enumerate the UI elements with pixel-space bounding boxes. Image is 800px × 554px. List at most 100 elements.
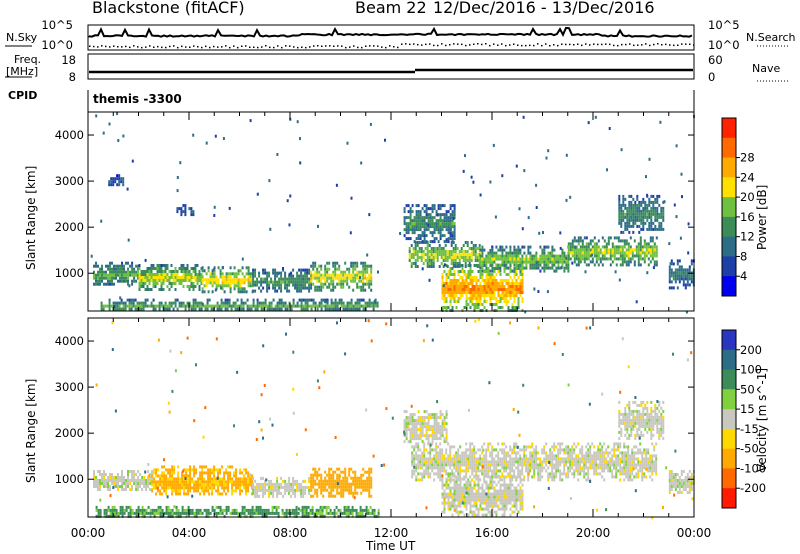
- velocity-cell: [213, 465, 216, 469]
- velocity-cell: [348, 485, 351, 489]
- power-cell: [302, 286, 305, 290]
- velocity-cell: [469, 463, 472, 467]
- power-cell: [162, 273, 165, 276]
- power-cell: [465, 303, 468, 306]
- velocity-cell: [292, 491, 295, 495]
- power-cell: [475, 279, 478, 282]
- power-cell: [633, 260, 636, 264]
- velocity-cell: [175, 480, 178, 484]
- power-cell: [651, 254, 654, 258]
- power-cell: [254, 289, 257, 293]
- velocity-cell: [463, 463, 466, 467]
- power-cell: [501, 174, 504, 178]
- velocity-cell: [227, 483, 230, 487]
- power-cell: [611, 254, 614, 258]
- power-cell: [489, 300, 492, 303]
- nave-label: Nave: [752, 62, 781, 75]
- velocity-cell: [499, 448, 502, 452]
- nsearch-point: [101, 45, 103, 47]
- velocity-cell: [247, 471, 250, 475]
- power-cell: [162, 288, 165, 291]
- nsearch-point: [413, 43, 415, 45]
- power-cell: [583, 251, 586, 255]
- velocity-cell: [451, 445, 454, 449]
- power-cell: [656, 194, 659, 198]
- power-cell: [324, 282, 327, 286]
- power-cell: [362, 279, 365, 283]
- velocity-cell: [489, 466, 492, 470]
- power-cell: [415, 237, 418, 241]
- power-cell: [633, 248, 636, 252]
- power-cell: [676, 277, 679, 281]
- velocity-cell: [499, 457, 502, 461]
- power-cell: [477, 306, 480, 309]
- power-cell: [328, 267, 331, 271]
- power-cell: [410, 253, 413, 256]
- power-cell: [302, 283, 305, 287]
- power-cell: [485, 294, 488, 297]
- velocity-cell: [97, 514, 100, 518]
- power-cell: [346, 301, 349, 305]
- power-cell: [256, 304, 259, 308]
- power-cell: [577, 236, 580, 240]
- power-cell: [481, 267, 484, 270]
- velocity-cell: [300, 494, 303, 498]
- velocity-cell: [350, 485, 353, 489]
- power-cell: [268, 280, 271, 284]
- power-cell: [628, 230, 631, 234]
- power-cell: [627, 263, 630, 267]
- velocity-cell: [461, 451, 464, 455]
- power-cell: [441, 219, 444, 223]
- power-cell: [441, 225, 444, 229]
- velocity-cell: [433, 466, 436, 470]
- velocity-cell: [457, 472, 460, 476]
- velocity-cell: [288, 479, 291, 483]
- power-cell: [356, 261, 359, 265]
- power-cell: [465, 282, 468, 285]
- power-cell: [278, 283, 281, 287]
- power-cell: [221, 281, 224, 285]
- power-cell: [445, 279, 448, 282]
- power-cell: [220, 304, 223, 308]
- power-cell: [457, 285, 460, 288]
- velocity-cell: [471, 463, 474, 467]
- power-cell: [439, 228, 442, 232]
- power-cell: [453, 204, 456, 208]
- power-cell: [450, 253, 453, 256]
- velocity-cell: [131, 479, 134, 482]
- power-cell: [509, 276, 512, 279]
- nsearch-point: [365, 45, 367, 47]
- power-cell: [465, 291, 468, 294]
- power-cell: [203, 278, 206, 282]
- power-cell: [266, 280, 269, 284]
- velocity-cell: [245, 471, 248, 475]
- nsearch-point: [181, 45, 183, 48]
- power-cell: [511, 291, 514, 294]
- power-cell: [686, 277, 689, 281]
- velocity-cell: [231, 511, 234, 515]
- power-cell: [571, 242, 574, 246]
- power-cell: [449, 303, 452, 306]
- velocity-cell: [245, 492, 248, 496]
- power-cell: [420, 259, 423, 262]
- power-cell: [128, 298, 131, 302]
- velocity-cell: [177, 465, 180, 469]
- power-cell: [643, 239, 646, 243]
- velocity-cell: [447, 457, 450, 461]
- velocity-cell: [137, 508, 140, 512]
- power-cell: [429, 225, 432, 229]
- velocity-cell: [367, 508, 370, 512]
- nsearch-point: [289, 45, 291, 47]
- velocity-cell: [449, 445, 452, 449]
- power-cell: [350, 264, 353, 268]
- velocity-cell: [193, 474, 196, 478]
- velocity-cell: [247, 486, 250, 490]
- velocity-cell: [265, 511, 268, 515]
- nsearch-point: [301, 46, 303, 48]
- power-cell: [641, 248, 644, 252]
- power-cell: [245, 290, 248, 294]
- power-cell: [427, 213, 430, 217]
- power-cell: [364, 270, 367, 274]
- power-cell: [477, 303, 480, 306]
- velocity-cell: [481, 460, 484, 464]
